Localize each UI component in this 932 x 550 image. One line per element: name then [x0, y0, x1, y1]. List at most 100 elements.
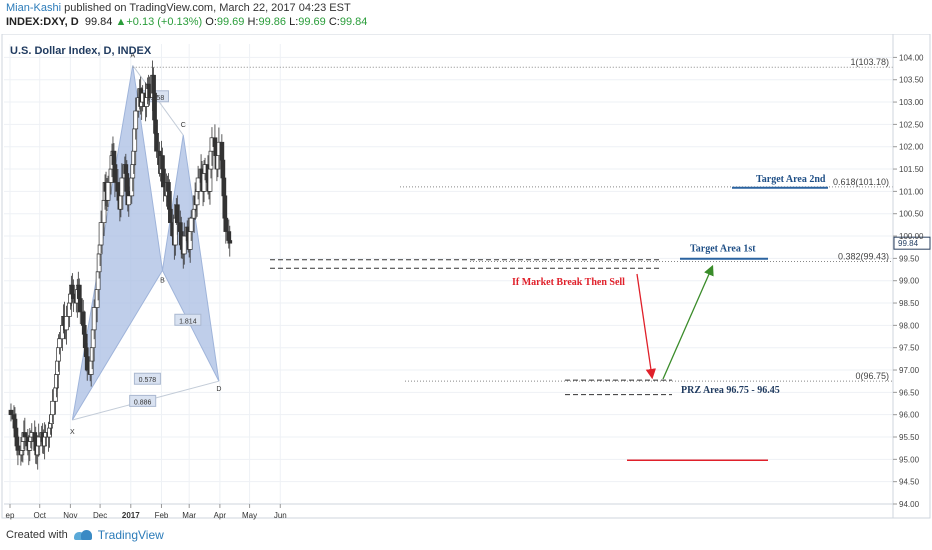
- candle-body: [146, 83, 151, 90]
- candle-body: [97, 244, 103, 255]
- candle-body: [227, 240, 233, 244]
- candle-body: [8, 409, 14, 416]
- candle-body: [48, 423, 53, 429]
- open-label: O:: [205, 16, 217, 28]
- high-value: 99.86: [258, 16, 287, 28]
- high-label: H:: [247, 16, 259, 28]
- candle-body: [152, 92, 157, 121]
- candle-body: [54, 374, 59, 389]
- candle-body: [195, 177, 201, 192]
- candle-body: [105, 182, 111, 201]
- candle-body: [76, 284, 82, 299]
- price-tick-label: 102.00: [899, 143, 924, 152]
- last-price: 99.84: [84, 16, 113, 28]
- time-tick-label: Nov: [63, 511, 77, 520]
- candle-body: [82, 333, 88, 349]
- author-link[interactable]: Mian-Kashi: [6, 2, 62, 14]
- chart-title: U.S. Dollar Index, D, INDEX: [10, 45, 152, 57]
- sell-arrow: [636, 273, 657, 380]
- candle-body: [187, 231, 193, 250]
- candle-body: [83, 347, 89, 357]
- pattern-point-label: B: [160, 277, 165, 284]
- candle-body: [223, 217, 229, 232]
- price-tick-label: 102.50: [899, 120, 924, 129]
- candle-body: [123, 164, 129, 174]
- low-label: L:: [289, 16, 299, 28]
- time-tick-label: Feb: [155, 511, 169, 520]
- candle-body: [124, 173, 130, 192]
- candle-body: [111, 150, 117, 165]
- tradingview-brand[interactable]: TradingView: [97, 528, 164, 542]
- candle-body: [36, 436, 42, 447]
- ratio-badge: [174, 313, 202, 326]
- candle-body: [220, 159, 226, 179]
- ohlc-line: INDEX:DXY, D 99.84 ▲+0.13 (+0.13%) O:99.…: [6, 16, 367, 28]
- time-axis[interactable]: ep Oct Nov Dec 2017 Feb Mar Apr May Jun: [4, 503, 893, 520]
- price-tick-label: 95.00: [899, 455, 920, 464]
- candle-body: [88, 360, 94, 375]
- overlays: 1(103.78) 0.618(101.10) 0.382(99.43) 0(96.7…: [132, 57, 931, 461]
- candle-body: [132, 128, 138, 152]
- candle-body: [221, 177, 227, 197]
- candle-body: [57, 338, 62, 349]
- price-tick-label: 99.00: [899, 277, 920, 286]
- close-value: 99.84: [339, 16, 368, 28]
- price-tick-label: 94.00: [899, 500, 920, 509]
- tradingview-logo-icon: [73, 530, 92, 540]
- candle-body: [96, 253, 102, 273]
- candle-body: [194, 191, 200, 206]
- pattern-point-label: D: [216, 386, 221, 393]
- last-price-tag-label: 99.84: [898, 239, 919, 248]
- price-axis[interactable]: 94.00 94.50 95.00 95.50 96.00 96.50 97.00 97.50…: [892, 34, 924, 518]
- time-tick-label: 2017: [122, 511, 140, 520]
- candle-body: [208, 150, 214, 170]
- price-tick-label: 100.00: [899, 232, 924, 241]
- price-tick-label: 104.00: [899, 53, 924, 62]
- prz-label: PRZ Area 96.75 - 96.45: [681, 385, 780, 396]
- candle-body: [177, 222, 183, 232]
- candle-body: [219, 141, 225, 161]
- candle-body: [207, 168, 213, 192]
- candle-body: [129, 177, 135, 197]
- price-tick-label: 98.00: [899, 321, 920, 330]
- pattern-point-label: A: [130, 52, 135, 59]
- price-change: +0.13 (+0.13%): [126, 16, 203, 28]
- ratio-badge: [133, 372, 161, 385]
- candle-body: [160, 155, 165, 170]
- publish-info: published on TradingView.com, March 22, …: [64, 2, 351, 14]
- price-tick-label: 101.50: [899, 165, 924, 174]
- price-tick-label: 96.50: [899, 388, 920, 397]
- candle-body: [12, 418, 18, 429]
- candle-body: [67, 302, 72, 317]
- price-tick-label: 96.00: [899, 411, 920, 420]
- price-tick-label: 94.50: [899, 478, 920, 487]
- candle-body: [71, 293, 76, 299]
- candle-body: [27, 441, 33, 451]
- candle-body: [77, 298, 83, 313]
- open-value: 99.69: [216, 16, 245, 28]
- candle-body: [94, 289, 100, 308]
- symbol-label: INDEX:DXY, D: [6, 16, 79, 28]
- footer: Created with TradingView: [6, 528, 164, 542]
- candle-body: [84, 356, 90, 371]
- candle-body: [226, 231, 232, 241]
- candle-body: [28, 436, 34, 442]
- candle-body: [212, 137, 218, 148]
- candle-body: [151, 74, 156, 94]
- candle-body: [91, 307, 97, 331]
- candle-body: [50, 400, 55, 416]
- candle-body: [19, 450, 25, 456]
- candle-body: [154, 132, 159, 152]
- candle-body: [118, 195, 124, 210]
- price-tick-label: 97.50: [899, 344, 920, 353]
- time-tick-label: Jun: [274, 511, 287, 520]
- candle-body: [55, 360, 60, 375]
- candle-body: [131, 150, 137, 165]
- created-with: Created with: [6, 529, 68, 541]
- up-arrow-icon: ▲: [115, 16, 127, 28]
- candle-body: [191, 208, 197, 219]
- candle-body: [80, 311, 86, 326]
- price-tick-label: 100.50: [899, 210, 924, 219]
- candle-body: [181, 235, 187, 255]
